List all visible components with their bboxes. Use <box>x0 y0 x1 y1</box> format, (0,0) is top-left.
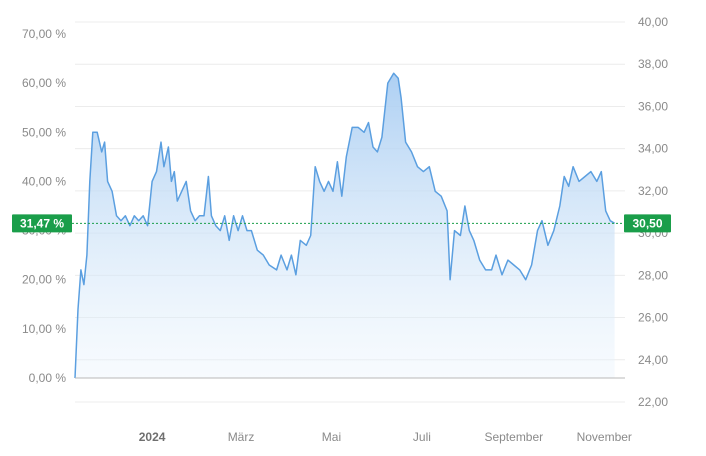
current-right-label: 30,50 <box>632 216 662 230</box>
right-tick-label: 26,00 <box>638 311 668 325</box>
current-right-badge-bg <box>624 214 671 233</box>
left-tick-label: 10,00 % <box>22 322 66 336</box>
right-tick-label: 32,00 <box>638 184 668 198</box>
current-right-badge: 30,50 <box>624 214 671 233</box>
x-tick-label: Juli <box>413 430 431 444</box>
left-tick-label: 50,00 % <box>22 125 66 139</box>
series-line <box>74 72 615 379</box>
right-tick-label: 36,00 <box>638 99 668 113</box>
left-tick-label: 70,00 % <box>22 27 66 41</box>
series-area <box>75 73 615 379</box>
x-tick-label: März <box>228 430 255 444</box>
x-tick-label: September <box>484 430 543 444</box>
left-tick-label: 40,00 % <box>22 174 66 188</box>
x-axis: 2024 März Mai Juli September November <box>139 430 632 444</box>
right-axis: 22,0024,0026,0028,0030,0032,0034,0036,00… <box>638 15 668 409</box>
right-tick-label: 22,00 <box>638 395 668 409</box>
left-tick-label: 20,00 % <box>22 273 66 287</box>
current-left-badge-bg <box>12 214 72 233</box>
right-tick-label: 38,00 <box>638 57 668 71</box>
right-tick-label: 28,00 <box>638 268 668 282</box>
current-left-label: 31,47 % <box>20 216 64 230</box>
x-tick-label: November <box>577 430 632 444</box>
right-tick-label: 24,00 <box>638 353 668 367</box>
left-tick-label: 0,00 % <box>29 371 67 385</box>
left-tick-label: 60,00 % <box>22 76 66 90</box>
current-left-badge: 31,47 % <box>12 214 72 233</box>
series-group <box>74 72 615 379</box>
right-tick-label: 40,00 <box>638 15 668 29</box>
right-tick-label: 34,00 <box>638 142 668 156</box>
x-tick-label: 2024 <box>139 430 166 444</box>
left-axis: 0,00 %10,00 %20,00 %30,00 %40,00 %50,00 … <box>22 27 66 385</box>
x-tick-label: Mai <box>322 430 341 444</box>
